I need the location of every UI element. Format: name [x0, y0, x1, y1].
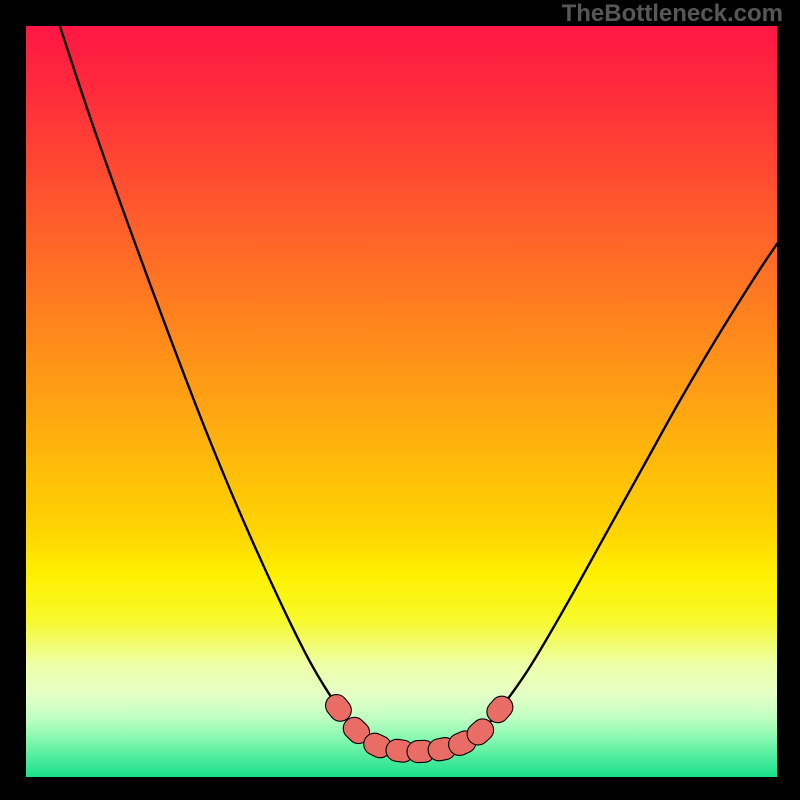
bottleneck-curve: [60, 26, 777, 751]
plot-area: [26, 26, 777, 777]
curve-layer: [26, 26, 777, 777]
watermark-label: TheBottleneck.com: [562, 0, 783, 28]
chart-frame: TheBottleneck.com: [0, 0, 800, 800]
